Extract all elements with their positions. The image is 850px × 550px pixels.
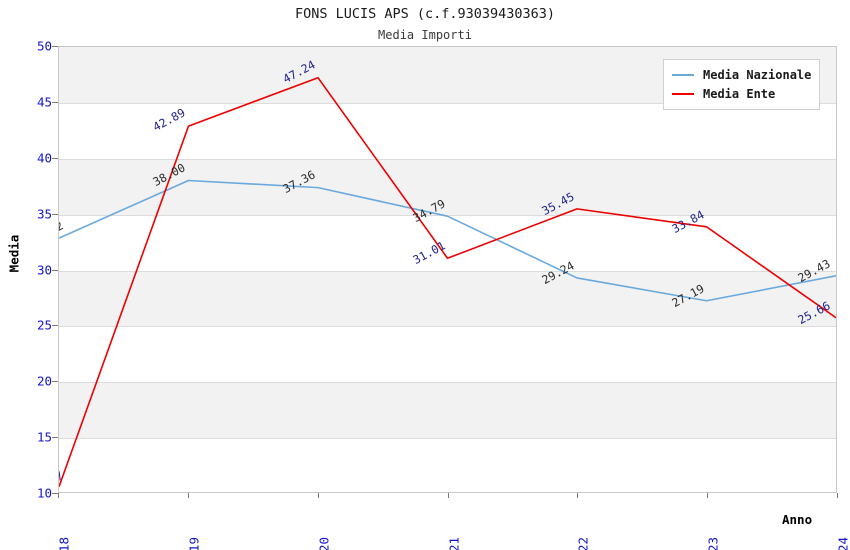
y-axis-title: Media [6,234,22,273]
chart-legend: Media Nazionale Media Ente [663,59,821,110]
legend-item-media-ente[interactable]: Media Ente [672,84,811,103]
x-tick-label: 2022 [576,537,591,550]
y-tick-mark [52,214,58,215]
legend-label-media-nazionale: Media Nazionale [703,67,812,82]
x-tick-mark [448,493,449,498]
y-axis-ticks: 10 15 20 25 30 35 40 45 50 [0,39,58,501]
y-tick-mark [52,102,58,103]
background-band [59,158,836,215]
gridline [59,326,836,327]
chart-title: FONS LUCIS APS (c.f.93039430363) [294,6,556,22]
y-tick-mark [52,437,58,438]
gridline [59,271,836,272]
x-tick-mark [318,493,319,498]
x-tick-mark [707,493,708,498]
background-band [59,382,836,439]
legend-item-media-nazionale[interactable]: Media Nazionale [672,65,811,84]
y-tick-mark [52,325,58,326]
gridline [59,438,836,439]
x-tick-label: 2024 [836,537,850,550]
x-tick-label: 2021 [446,537,461,550]
gridline [59,382,836,383]
x-tick-label: 2019 [186,537,201,550]
x-tick-mark [188,493,189,498]
y-tick-label: 10 [36,485,52,501]
plot-area: 32.82 38.00 37.36 34.79 29.24 27.19 29.43 10.47… [58,46,837,493]
series-lines [59,76,836,488]
y-tick-mark [52,270,58,271]
gridline [59,159,836,160]
x-tick-mark [837,493,838,498]
y-tick-mark [52,493,58,494]
x-tick-mark [577,493,578,498]
x-axis-ticks: 2018 2019 2020 2021 2022 2023 2024 [57,493,850,550]
y-tick-label: 20 [36,373,52,389]
y-tick-label: 15 [36,429,52,445]
x-tick-label: 2018 [57,537,72,550]
legend-swatch-media-ente [672,92,694,95]
y-tick-label: 30 [36,262,52,277]
series-line-media-ente [59,76,836,488]
x-tick-label: 2023 [706,537,721,550]
x-tick-label: 2020 [316,537,331,550]
y-tick-mark [52,46,58,47]
legend-label-media-ente: Media Ente [703,86,776,101]
y-tick-label: 25 [36,317,52,333]
series-line-media-nazionale [59,179,836,302]
gridline [59,103,836,104]
y-tick-label: 40 [36,150,52,166]
background-band [59,270,836,327]
y-tick-label: 45 [36,94,52,110]
legend-swatch-media-nazionale [672,73,694,76]
x-tick-mark [58,493,59,498]
y-tick-label: 50 [36,38,52,54]
chart-subtitle: Media Importi [378,28,472,42]
y-tick-mark [52,381,58,382]
y-tick-mark [52,158,58,159]
y-tick-label: 35 [36,206,52,222]
x-axis-title: Anno [782,512,813,527]
